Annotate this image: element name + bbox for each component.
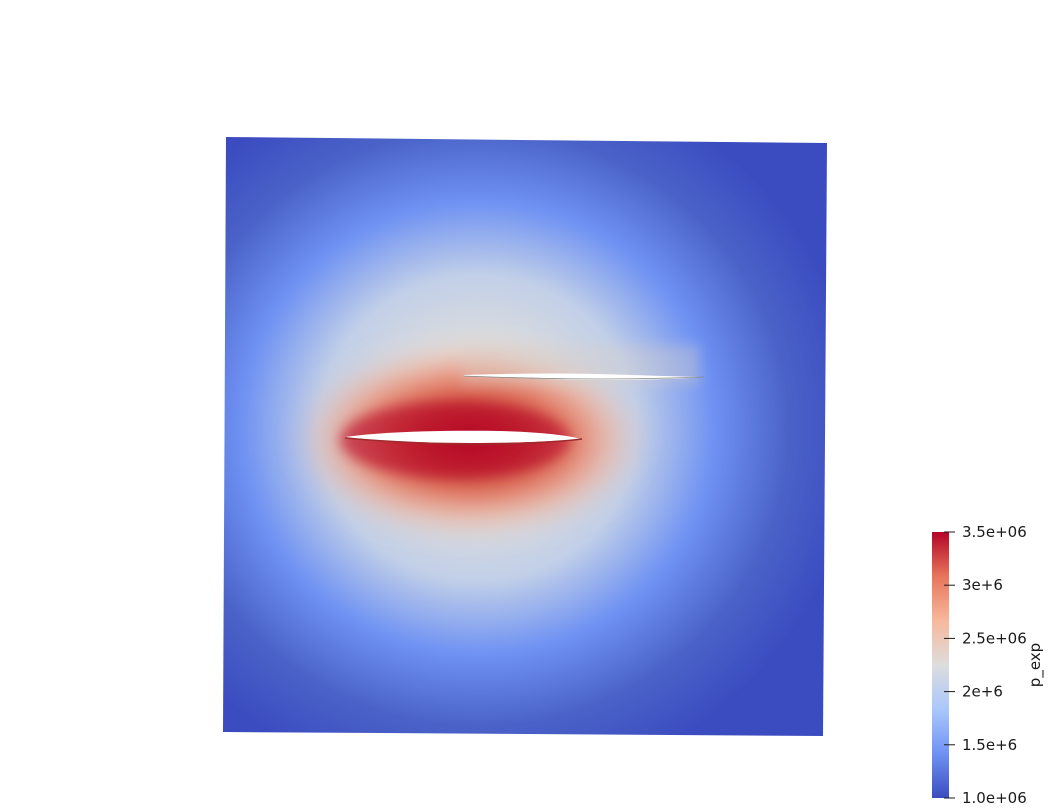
- colorbar-tick-label: 2e+6: [962, 683, 1003, 701]
- main-airfoil-lower-edge: [344, 437, 583, 445]
- colorbar-ticks: 3.5e+06 3e+6 2.5e+06 2e+6 1.5e+6 1.0e+06: [944, 523, 1027, 807]
- secondary-airfoil-edge: [463, 375, 705, 380]
- airfoil-bodies: [344, 373, 705, 445]
- main-airfoil: [345, 430, 582, 443]
- colorbar-title: p_exp: [1026, 643, 1045, 687]
- colorbar-tick-label: 2.5e+06: [962, 629, 1027, 647]
- colorbar: 3.5e+06 3e+6 2.5e+06 2e+6 1.5e+6 1.0e+06 p_ex…: [932, 523, 1045, 807]
- colorbar-tick-label: 3e+6: [962, 576, 1003, 594]
- colorbar-tick-label: 1.5e+6: [962, 736, 1017, 754]
- colorbar-tick-label: 3.5e+06: [962, 523, 1027, 541]
- colorbar-ramp: [932, 532, 949, 798]
- colorbar-tick-label: 1.0e+06: [962, 789, 1027, 807]
